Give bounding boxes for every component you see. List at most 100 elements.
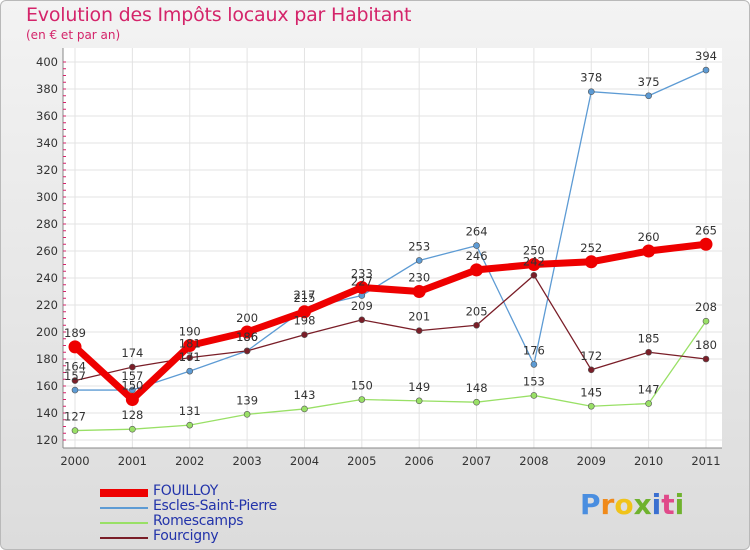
x-tick-label: 2003	[232, 454, 261, 468]
x-tick-label: 2005	[347, 454, 376, 468]
logo-letter: r	[600, 488, 615, 521]
data-point	[243, 347, 251, 355]
chart-title: Evolution des Impôts locaux par Habitant	[26, 4, 412, 26]
y-tick-label: 380	[36, 82, 58, 96]
data-point	[587, 366, 595, 374]
x-tick-label: 2008	[519, 454, 548, 468]
x-tick-label: 2010	[634, 454, 663, 468]
data-label: 181	[179, 337, 201, 351]
y-tick-label: 160	[36, 379, 58, 393]
data-label: 157	[64, 369, 86, 383]
logo-letter: o	[614, 488, 634, 521]
data-point	[301, 405, 308, 413]
legend-swatch	[100, 522, 148, 524]
data-label: 148	[466, 381, 488, 395]
x-tick-label: 2001	[118, 454, 147, 468]
data-point	[186, 354, 194, 361]
data-point	[358, 396, 366, 403]
data-point	[71, 377, 79, 384]
data-point	[243, 411, 251, 418]
data-point	[297, 305, 311, 319]
data-point	[702, 66, 710, 74]
data-point	[642, 244, 656, 258]
legend-label: Romescamps	[153, 513, 244, 529]
data-label: 171	[179, 350, 201, 364]
y-tick-label: 240	[36, 271, 58, 285]
x-tick-label: 2009	[577, 454, 606, 468]
legend-label: Fourcigny	[153, 528, 219, 544]
data-point	[355, 280, 369, 294]
data-point	[415, 257, 423, 264]
legend-swatch	[100, 537, 148, 539]
plot-area	[63, 48, 722, 448]
logo-letter: i	[651, 488, 662, 521]
data-label: 250	[523, 244, 545, 258]
x-tick-label: 2004	[290, 454, 319, 468]
data-point	[186, 421, 194, 429]
x-tick-label: 2000	[60, 454, 89, 468]
data-point	[645, 400, 652, 407]
data-point	[587, 402, 595, 410]
series-line-escles-saint-pierre	[74, 69, 707, 391]
chart-subtitle: (en € et par an)	[26, 28, 121, 42]
data-point	[527, 258, 541, 271]
y-tick-label: 340	[36, 136, 58, 150]
data-label: 198	[293, 314, 315, 328]
data-label: 174	[121, 346, 143, 360]
logo-letter: P	[580, 488, 601, 521]
data-point	[129, 425, 136, 433]
proxiti-logo: Proxiti	[580, 488, 684, 521]
data-point	[470, 263, 484, 277]
y-tick-label: 280	[36, 217, 58, 231]
data-label: 186	[236, 330, 258, 344]
y-tick-label: 140	[36, 406, 58, 420]
data-label: 246	[466, 249, 488, 263]
data-label: 205	[466, 304, 488, 318]
data-label: 128	[121, 408, 143, 422]
data-point	[473, 242, 480, 249]
legend-label: Escles-Saint-Pierre	[153, 498, 277, 514]
data-label: 149	[408, 380, 430, 394]
data-point	[358, 316, 366, 324]
data-point	[186, 367, 194, 375]
data-label: 157	[121, 369, 143, 383]
data-point	[530, 361, 538, 368]
data-point	[129, 363, 136, 371]
x-tick-label: 2002	[175, 454, 204, 468]
legend-label: FOUILLOY	[153, 483, 218, 499]
data-label: 230	[408, 271, 430, 285]
data-label: 145	[580, 385, 602, 399]
data-label: 227	[351, 275, 373, 289]
data-point	[301, 331, 308, 339]
data-label: 252	[580, 241, 602, 255]
data-label: 150	[121, 379, 143, 393]
y-tick-label: 360	[36, 109, 58, 123]
data-label: 215	[293, 291, 315, 305]
data-label: 201	[408, 310, 430, 324]
data-label: 378	[580, 71, 602, 85]
logo-letter: t	[661, 488, 675, 521]
data-point	[71, 386, 79, 394]
data-point	[125, 393, 139, 406]
data-label: 242	[523, 254, 545, 268]
data-label: 131	[179, 404, 201, 418]
data-label: 185	[638, 331, 660, 345]
data-label: 176	[523, 343, 545, 357]
data-point	[702, 317, 710, 325]
data-label: 375	[638, 75, 660, 89]
y-tick-label: 260	[36, 244, 58, 258]
data-point	[584, 255, 598, 269]
x-tick-label: 2007	[462, 454, 491, 468]
y-tick-label: 180	[36, 352, 58, 366]
data-label: 190	[179, 325, 201, 339]
data-point	[702, 355, 710, 363]
legend-swatch	[100, 489, 148, 497]
data-label: 180	[695, 338, 717, 352]
data-label: 394	[695, 49, 717, 63]
data-label: 172	[580, 349, 602, 363]
y-tick-label: 320	[36, 163, 58, 177]
x-tick-label: 2006	[405, 454, 434, 468]
data-point	[530, 392, 538, 399]
data-label: 143	[293, 388, 315, 402]
data-point	[412, 285, 426, 298]
